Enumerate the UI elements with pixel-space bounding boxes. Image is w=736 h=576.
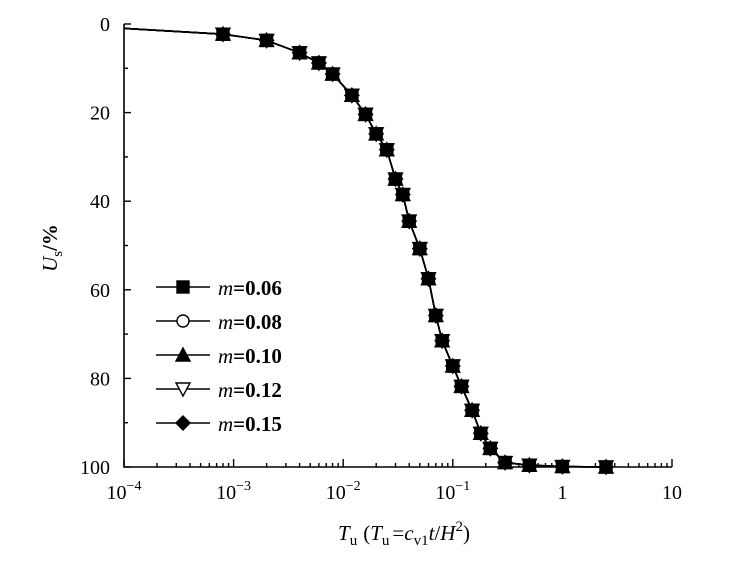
data-point — [498, 455, 512, 470]
x-tick-label: 10−4 — [107, 479, 142, 504]
legend-label: m=0.06 — [218, 276, 282, 300]
data-point — [599, 460, 613, 474]
x-tick-label: 10−2 — [326, 479, 361, 504]
legend-label: m=0.10 — [218, 344, 282, 368]
legend-label: m=0.12 — [218, 378, 282, 402]
legend-label: m=0.15 — [218, 412, 282, 436]
data-point — [429, 308, 443, 323]
data-point — [555, 459, 570, 474]
x-axis-title-c: c — [404, 521, 414, 545]
legend-entry: m=0.08 — [156, 310, 282, 334]
series-line — [123, 27, 607, 468]
legend-marker — [176, 280, 190, 294]
data-point — [474, 426, 488, 441]
legend: m=0.06 m=0.08 m=0.10 m=0.12 m=0.15 — [156, 276, 282, 436]
y-tick-label: 100 — [80, 457, 110, 479]
data-point — [369, 127, 383, 141]
data-point — [402, 214, 416, 228]
series-2 — [123, 25, 615, 474]
axis-frame — [123, 24, 672, 468]
y-axis-title-sub: s — [50, 251, 66, 257]
series-0 — [123, 27, 613, 474]
data-point — [435, 334, 449, 348]
y-axis-title: Us/% — [38, 224, 66, 272]
series-4 — [123, 26, 615, 475]
data-point — [292, 46, 307, 60]
legend-label: m=0.08 — [218, 310, 282, 334]
data-point — [380, 143, 394, 157]
legend-marker — [174, 346, 192, 362]
legend-marker — [174, 382, 192, 398]
y-axis-title-unit: /% — [38, 224, 62, 252]
x-axis-title-main-sub: u — [350, 533, 358, 549]
legend-marker — [176, 314, 190, 328]
series-line — [123, 27, 607, 468]
y-tick-label: 40 — [90, 191, 110, 213]
data-point — [413, 241, 427, 256]
y-tick-label: 0 — [100, 14, 110, 36]
data-point — [259, 33, 274, 48]
x-axis-title-slash: / — [434, 521, 440, 545]
data-point — [522, 458, 537, 472]
legend-entry: m=0.10 — [156, 344, 282, 368]
series-1 — [123, 27, 613, 474]
data-point — [216, 27, 230, 41]
x-axis-title-paren-t: T — [370, 521, 383, 545]
legend-marker — [175, 415, 191, 431]
data-point — [483, 441, 498, 456]
data-point — [345, 88, 359, 103]
series-line — [123, 27, 607, 468]
series-layer — [123, 25, 615, 476]
x-axis-title-paren-close: ) — [463, 521, 470, 545]
data-point — [325, 67, 340, 81]
x-axis-title-t: t — [429, 521, 436, 545]
data-point — [454, 379, 469, 394]
data-point — [421, 272, 436, 286]
x-tick-label: 10−3 — [216, 479, 251, 504]
x-axis-title-paren-t-sub: u — [382, 533, 390, 549]
x-tick-label: 10−1 — [435, 479, 470, 504]
x-axis-title-paren-open: ( — [363, 521, 370, 545]
data-point — [396, 187, 410, 202]
data-point — [358, 107, 373, 122]
data-point — [465, 403, 479, 417]
x-tick-label: 10 — [662, 482, 682, 504]
x-axis-title: Tu (Tu =cv1t/H2) — [338, 519, 470, 549]
x-axis-title-h-sup: 2 — [455, 519, 463, 535]
x-tick-label: 1 — [557, 482, 567, 504]
series-3 — [123, 27, 615, 476]
legend-entry: m=0.12 — [156, 378, 282, 402]
legend-entry: m=0.06 — [156, 276, 282, 300]
data-point — [312, 56, 326, 70]
x-axis-title-main: T — [338, 521, 351, 545]
y-axis-title-main: U — [38, 255, 62, 272]
series-line — [123, 27, 607, 468]
legend-entry: m=0.15 — [156, 412, 282, 436]
x-axis-title-equals: = — [392, 521, 404, 545]
y-tick-label: 60 — [90, 280, 110, 302]
series-line — [123, 27, 607, 468]
y-tick-label: 80 — [90, 368, 110, 390]
y-tick-label: 20 — [90, 103, 110, 125]
x-axis-title-c-sub: v1 — [414, 533, 429, 549]
x-axis-title-h: H — [439, 521, 457, 545]
data-point — [388, 172, 403, 186]
data-point — [446, 359, 460, 373]
